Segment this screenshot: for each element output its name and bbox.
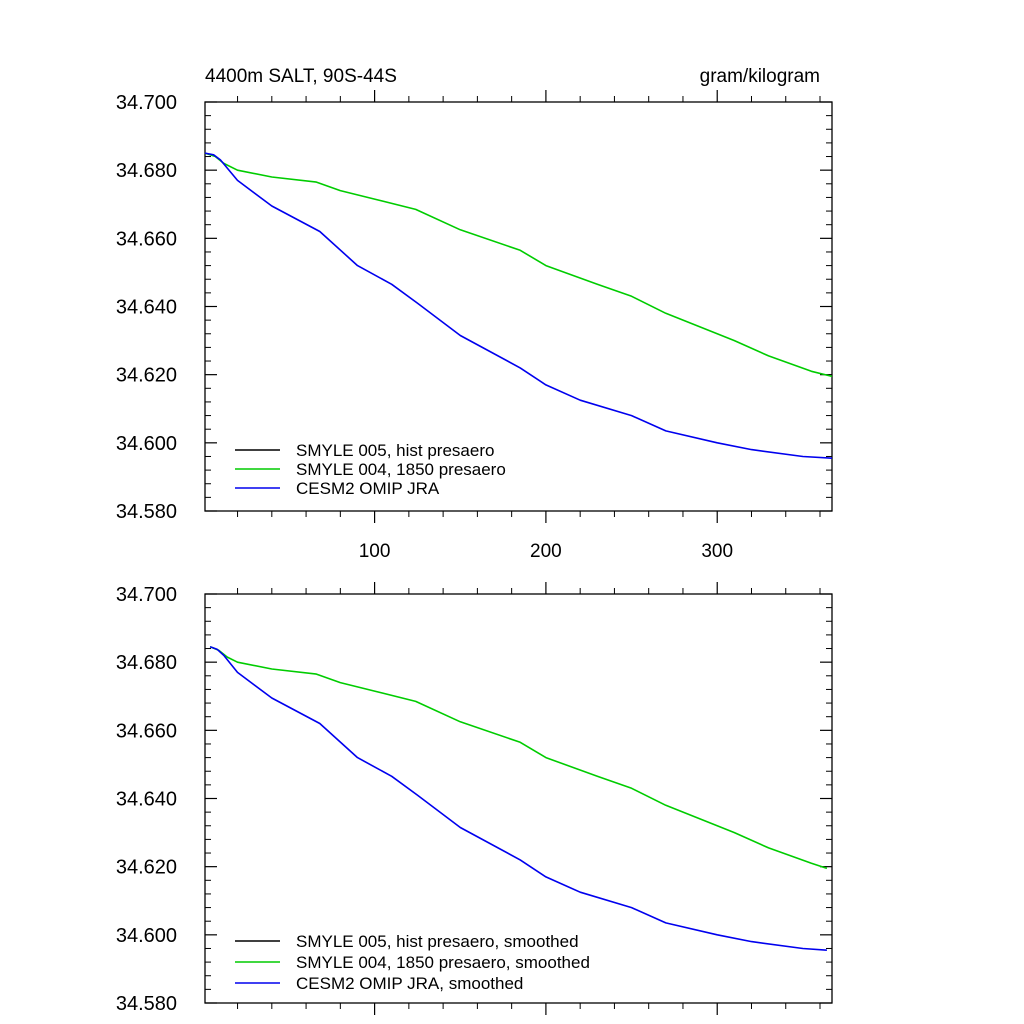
top-legend-label-2: CESM2 OMIP JRA [296,479,440,498]
bottom-ytick-label: 34.700 [116,584,177,606]
top-legend-label-1: SMYLE 004, 1850 presaero [296,460,506,479]
top-ytick-label: 34.580 [116,501,177,523]
top-xtick-label: 100 [359,541,391,562]
top-ytick-label: 34.660 [116,228,177,250]
bottom-ytick-label: 34.580 [116,993,177,1015]
top-xtick-label: 300 [701,541,733,562]
top-ytick-label: 34.700 [116,92,177,114]
bottom-panel: 34.700 34.680 34.660 34.640 34.620 34.600 34.5… [116,582,833,1015]
bottom-legend-label-1: SMYLE 004, 1850 presaero, smoothed [296,953,590,972]
top-ytick-label: 34.680 [116,160,177,182]
bottom-series-line-1 [209,646,828,870]
top-ytick-label: 34.600 [116,433,177,455]
top-series-line-1 [204,152,833,378]
bottom-ytick-label: 34.600 [116,925,177,947]
bottom-ytick-label: 34.620 [116,857,177,879]
top-panel: 4400m SALT, 90S-44S gram/kilogram 34.700… [116,66,833,562]
bottom-ytick-label: 34.680 [116,652,177,674]
top-title-right: gram/kilogram [700,66,820,87]
bottom-ytick-label: 34.660 [116,720,177,742]
top-ytick-label: 34.640 [116,297,177,319]
bottom-legend-label-0: SMYLE 005, hist presaero, smoothed [296,932,579,951]
bottom-legend-label-2: CESM2 OMIP JRA, smoothed [296,974,523,993]
bottom-ytick-label: 34.640 [116,789,177,811]
bottom-series-line-2 [209,646,827,951]
top-legend-label-0: SMYLE 005, hist presaero [296,441,494,460]
top-ytick-label: 34.620 [116,365,177,387]
top-title-left: 4400m SALT, 90S-44S [205,66,397,87]
top-series-line-2 [204,152,833,459]
top-xtick-label: 200 [530,541,562,562]
